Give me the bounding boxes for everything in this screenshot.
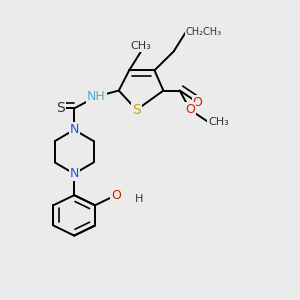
Text: CH₃: CH₃: [208, 117, 229, 127]
Text: S: S: [56, 101, 65, 116]
Text: N: N: [70, 167, 79, 180]
Text: H: H: [135, 194, 143, 204]
Text: CH₂CH₃: CH₂CH₃: [186, 27, 222, 37]
Text: CH₃: CH₃: [131, 41, 152, 51]
Text: N: N: [70, 123, 79, 136]
Text: O: O: [185, 103, 195, 116]
Text: O: O: [111, 189, 121, 202]
Text: H: H: [134, 194, 142, 204]
Text: O: O: [111, 189, 121, 202]
Text: NH: NH: [87, 90, 106, 103]
Text: S: S: [132, 103, 141, 117]
Text: O: O: [193, 96, 202, 109]
